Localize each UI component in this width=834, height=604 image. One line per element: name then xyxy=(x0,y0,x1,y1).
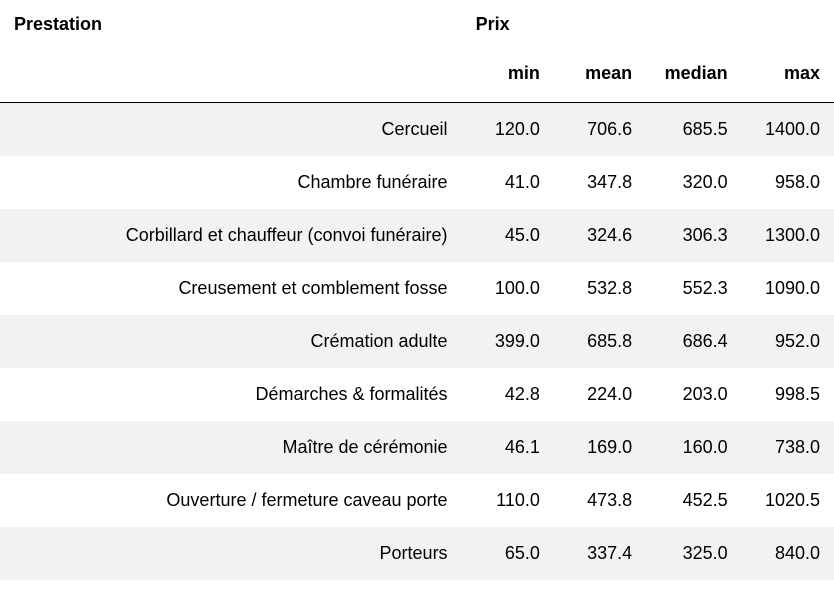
cell-label: Chambre funéraire xyxy=(0,156,462,209)
table-row: Chambre funéraire 41.0 347.8 320.0 958.0 xyxy=(0,156,834,209)
table-row: Démarches & formalités 42.8 224.0 203.0 … xyxy=(0,368,834,421)
cell-mean: 685.8 xyxy=(554,315,646,368)
cell-mean: 169.0 xyxy=(554,421,646,474)
cell-label: Démarches & formalités xyxy=(0,368,462,421)
cell-max: 1400.0 xyxy=(742,103,834,157)
cell-min: 45.0 xyxy=(462,209,554,262)
table-row: Crémation adulte 399.0 685.8 686.4 952.0 xyxy=(0,315,834,368)
cell-median: 160.0 xyxy=(646,421,741,474)
cell-median: 685.5 xyxy=(646,103,741,157)
header-prestation: Prestation xyxy=(0,0,462,49)
cell-max: 1300.0 xyxy=(742,209,834,262)
cell-median: 686.4 xyxy=(646,315,741,368)
cell-min: 100.0 xyxy=(462,262,554,315)
table-row: Porteurs 65.0 337.4 325.0 840.0 xyxy=(0,527,834,580)
cell-median: 306.3 xyxy=(646,209,741,262)
table-row: Corbillard et chauffeur (convoi funérair… xyxy=(0,209,834,262)
header-median: median xyxy=(646,49,741,103)
cell-label: Cercueil xyxy=(0,103,462,157)
header-prix: Prix xyxy=(462,0,834,49)
cell-min: 399.0 xyxy=(462,315,554,368)
cell-min: 120.0 xyxy=(462,103,554,157)
header-max: max xyxy=(742,49,834,103)
cell-mean: 473.8 xyxy=(554,474,646,527)
cell-max: 998.5 xyxy=(742,368,834,421)
cell-min: 46.1 xyxy=(462,421,554,474)
cell-median: 203.0 xyxy=(646,368,741,421)
header-mean: mean xyxy=(554,49,646,103)
cell-max: 738.0 xyxy=(742,421,834,474)
cell-mean: 224.0 xyxy=(554,368,646,421)
cell-mean: 347.8 xyxy=(554,156,646,209)
table-row: Cercueil 120.0 706.6 685.5 1400.0 xyxy=(0,103,834,157)
cell-max: 840.0 xyxy=(742,527,834,580)
cell-median: 452.5 xyxy=(646,474,741,527)
cell-label: Maître de cérémonie xyxy=(0,421,462,474)
cell-mean: 337.4 xyxy=(554,527,646,580)
cell-label: Corbillard et chauffeur (convoi funérair… xyxy=(0,209,462,262)
cell-label: Creusement et comblement fosse xyxy=(0,262,462,315)
header-min: min xyxy=(462,49,554,103)
cell-min: 42.8 xyxy=(462,368,554,421)
cell-max: 1090.0 xyxy=(742,262,834,315)
cell-min: 110.0 xyxy=(462,474,554,527)
table-row: Maître de cérémonie 46.1 169.0 160.0 738… xyxy=(0,421,834,474)
cell-min: 41.0 xyxy=(462,156,554,209)
cell-median: 325.0 xyxy=(646,527,741,580)
cell-median: 320.0 xyxy=(646,156,741,209)
table-body: Cercueil 120.0 706.6 685.5 1400.0 Chambr… xyxy=(0,103,834,581)
cell-mean: 706.6 xyxy=(554,103,646,157)
cell-label: Ouverture / fermeture caveau porte xyxy=(0,474,462,527)
header-empty xyxy=(0,49,462,103)
cell-median: 552.3 xyxy=(646,262,741,315)
table-row: Ouverture / fermeture caveau porte 110.0… xyxy=(0,474,834,527)
cell-max: 1020.5 xyxy=(742,474,834,527)
cell-max: 952.0 xyxy=(742,315,834,368)
cell-min: 65.0 xyxy=(462,527,554,580)
table-row: Creusement et comblement fosse 100.0 532… xyxy=(0,262,834,315)
cell-label: Porteurs xyxy=(0,527,462,580)
cell-mean: 532.8 xyxy=(554,262,646,315)
cell-mean: 324.6 xyxy=(554,209,646,262)
prestation-price-table: Prestation Prix min mean median max Cerc… xyxy=(0,0,834,580)
cell-label: Crémation adulte xyxy=(0,315,462,368)
cell-max: 958.0 xyxy=(742,156,834,209)
